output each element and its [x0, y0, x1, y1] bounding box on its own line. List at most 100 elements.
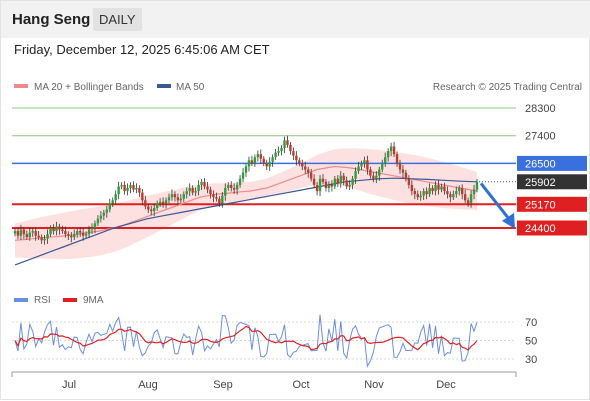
candle-body — [99, 215, 103, 219]
candle-body — [277, 151, 280, 153]
source-credit: Research © 2025 Trading Central — [433, 82, 582, 93]
candle-body — [458, 188, 461, 192]
candle-body — [150, 209, 153, 212]
x-tick-label: Aug — [138, 379, 158, 391]
candle-body — [218, 198, 221, 204]
x-tick-label: Nov — [364, 379, 384, 391]
candle-body — [176, 197, 180, 201]
candle-body — [389, 146, 393, 152]
candle-body — [366, 160, 369, 170]
ma50-line — [14, 177, 478, 266]
candle-body — [262, 158, 265, 164]
candle-body — [238, 178, 242, 185]
candle-body — [209, 189, 212, 195]
candle-body — [194, 191, 197, 193]
candle-body — [167, 197, 171, 201]
candle-body — [271, 157, 274, 162]
level-tag-25170 — [517, 196, 587, 212]
candle-body — [123, 184, 126, 192]
x-tick-label: Sep — [213, 379, 233, 391]
timeframe-badge[interactable]: DAILY — [93, 8, 142, 31]
candle-body — [227, 184, 230, 188]
candle-body — [446, 191, 449, 195]
candle-body — [158, 201, 162, 204]
candle-body — [475, 181, 479, 190]
candle-body — [348, 184, 351, 187]
candle-body — [102, 212, 106, 216]
candle-body — [363, 160, 366, 164]
candle-body — [372, 175, 375, 179]
candle-body — [339, 175, 342, 184]
candle-body — [120, 184, 123, 187]
candle-body — [345, 180, 348, 187]
candle-body — [25, 234, 29, 238]
candle-body — [455, 191, 458, 195]
candle-body — [449, 194, 452, 198]
candle-body — [410, 184, 414, 192]
candle-body — [292, 151, 295, 156]
rsi-tick-70: 70 — [525, 317, 537, 329]
candle-body — [206, 186, 209, 190]
ma20-legend-label: MA 20 + Bollinger Bands — [34, 82, 144, 93]
candle-body — [96, 218, 100, 224]
candle-body — [40, 237, 43, 241]
candle-body — [460, 188, 464, 195]
forecast-arrow-shaft — [479, 182, 511, 220]
candle-body — [34, 231, 37, 236]
candle-body — [144, 200, 147, 207]
candle-body — [182, 194, 186, 199]
candle-body — [327, 184, 331, 188]
candle-body — [304, 166, 307, 170]
candle-body — [31, 231, 34, 233]
candle-body — [295, 155, 298, 161]
bollinger-bands — [15, 148, 477, 260]
candle-body — [434, 184, 437, 192]
candle-body — [268, 161, 271, 167]
candle-body — [315, 184, 319, 192]
candle-body — [312, 178, 316, 185]
candle-body — [357, 166, 360, 172]
candle-body — [351, 178, 354, 185]
level-label-24400: 24400 — [525, 223, 556, 235]
level-label-27400: 27400 — [525, 131, 556, 143]
candle-body — [330, 184, 334, 187]
candle-body — [215, 197, 218, 199]
candle-body — [13, 231, 17, 234]
candle-body — [401, 169, 405, 173]
candle-body — [170, 194, 174, 198]
candle-body — [463, 194, 467, 201]
candle-body — [49, 228, 52, 235]
candle-body — [309, 172, 313, 179]
candle-body — [37, 235, 40, 238]
candle-body — [224, 188, 227, 196]
candle-body — [286, 140, 289, 145]
rsi-tick-30: 30 — [525, 354, 537, 366]
candle-body — [416, 194, 419, 198]
candle-body — [105, 209, 109, 213]
candle-body — [419, 195, 422, 198]
candle-body — [81, 232, 85, 236]
legend: MA 20 + Bollinger Bands MA 50 Research ©… — [14, 82, 582, 93]
rsi-line — [14, 314, 478, 368]
candle-body — [244, 166, 248, 173]
candle-body — [52, 228, 55, 232]
candle-body — [28, 232, 32, 238]
candle-body — [179, 198, 183, 201]
candle-body — [173, 194, 177, 198]
candle-body — [132, 184, 135, 190]
time-axis: Jul Aug Sep Oct Nov Dec — [11, 371, 517, 391]
x-tick-label: Jul — [62, 379, 76, 391]
rsi-legend-label: RSI — [34, 295, 51, 306]
candle-body — [241, 172, 245, 179]
candle-body — [354, 171, 357, 179]
candle-body — [404, 172, 408, 179]
candle-body — [425, 191, 428, 195]
ma20-legend-swatch — [14, 84, 28, 88]
level-tag-25902 — [517, 174, 587, 190]
candle-body — [392, 146, 396, 155]
candle-body — [306, 169, 310, 173]
candle-body — [108, 203, 111, 210]
candle-body — [321, 178, 325, 182]
candle-body — [383, 157, 387, 164]
candle-body — [19, 229, 23, 236]
